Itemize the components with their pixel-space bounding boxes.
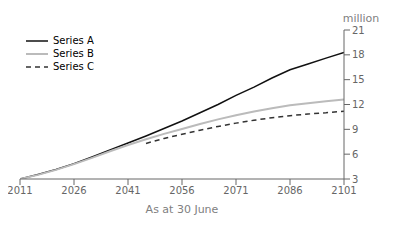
svg-text:2086: 2086 (277, 185, 302, 196)
html-text:Series B: Series B (53, 48, 94, 59)
svg-text:2071: 2071 (223, 185, 248, 196)
svg-text:9: 9 (352, 124, 358, 135)
svg-text:21: 21 (352, 25, 365, 36)
svg-text:2011: 2011 (8, 185, 33, 196)
html-text:Series A: Series A (53, 35, 94, 46)
svg-text:3: 3 (352, 174, 358, 185)
html-text:Series C: Series C (53, 61, 94, 72)
svg-text:6: 6 (352, 149, 358, 160)
svg-text:18: 18 (352, 49, 365, 60)
svg-text:12: 12 (352, 99, 365, 110)
svg-text:2026: 2026 (61, 185, 86, 196)
svg-text:2041: 2041 (115, 185, 140, 196)
svg-text:2056: 2056 (169, 185, 194, 196)
svg-text:2101: 2101 (331, 185, 356, 196)
svg-text:15: 15 (352, 74, 365, 85)
svg-text:As at 30 June: As at 30 June (146, 203, 219, 216)
svg-text:million: million (343, 12, 380, 25)
